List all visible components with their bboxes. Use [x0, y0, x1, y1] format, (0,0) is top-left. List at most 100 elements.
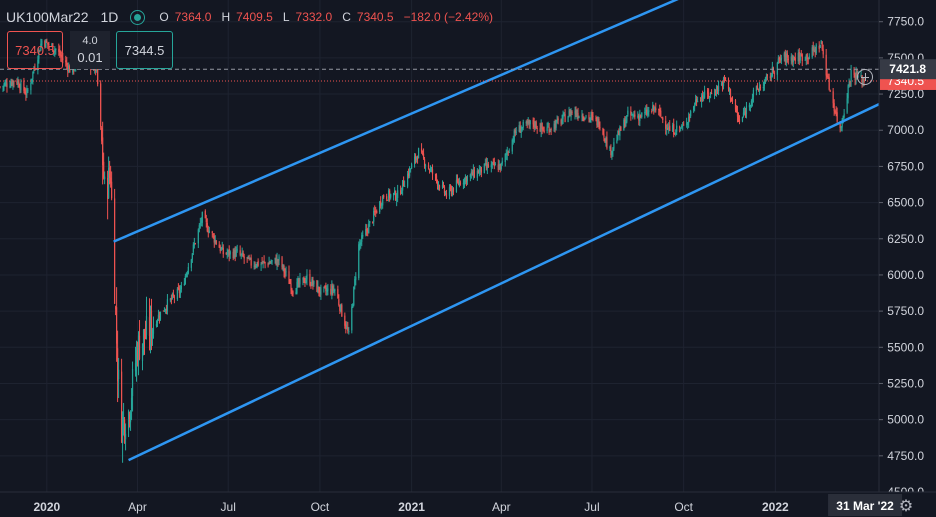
candle-body-476 [665, 121, 667, 129]
candle-body-594 [828, 77, 830, 90]
candle-body-94 [130, 397, 133, 410]
candle-body-518 [722, 78, 725, 87]
candle-body-151 [211, 231, 213, 233]
x-tick-label-8: 2022 [762, 500, 789, 514]
candle-body-41 [58, 48, 60, 52]
candle-body-565 [787, 58, 789, 60]
candle-body-77 [108, 167, 110, 198]
candle-body-71 [100, 83, 102, 127]
candle-body-551 [769, 76, 771, 79]
candle-body-299 [416, 158, 419, 160]
candle-body-234 [326, 289, 328, 292]
candle-body-488 [681, 126, 683, 128]
candle-body-577 [805, 54, 807, 60]
gear-icon[interactable]: ⚙ [898, 498, 914, 515]
candle-body-231 [323, 286, 325, 288]
candle-body-216 [302, 277, 304, 280]
crosshair-plus-icon[interactable] [857, 69, 873, 85]
candle-body-472 [659, 109, 661, 112]
candle-body-83 [116, 307, 118, 344]
spread-bottom[interactable]: 0.01 [77, 50, 103, 65]
candle-body-147 [205, 218, 207, 223]
candle-body-552 [770, 75, 772, 78]
candle-body-27 [38, 49, 40, 59]
candle-body-514 [716, 86, 719, 91]
candle-body-317 [442, 184, 445, 186]
candle-body-581 [811, 47, 813, 58]
candle-body-136 [190, 259, 192, 268]
symbol-name[interactable]: UK100Mar22 [6, 9, 89, 25]
candle-body-308 [429, 168, 432, 171]
candle-body-573 [799, 54, 801, 61]
price-axis-ticks: 4500.04750.05000.05250.05500.05750.06000… [879, 15, 924, 499]
candle-body-225 [313, 280, 315, 285]
x-tick-label-0: 2020 [33, 500, 60, 514]
candle-body-320 [445, 193, 448, 197]
candle-body-379 [528, 120, 530, 124]
candle-body-0 [0, 86, 1, 88]
candle-body-396 [553, 123, 555, 131]
candle-body-165 [229, 251, 231, 255]
candle-body-602 [840, 126, 842, 128]
candle-body-185 [257, 260, 259, 266]
trend-channel[interactable] [113, 0, 880, 462]
candle-body-232 [324, 286, 326, 288]
candle-body-545 [759, 86, 762, 88]
candle-body-79 [110, 177, 112, 184]
candle-body-401 [560, 119, 562, 124]
candle-body-608 [848, 82, 850, 86]
candle-body-609 [849, 82, 851, 84]
candle-body-181 [253, 265, 255, 267]
candle-body-525 [731, 99, 734, 102]
candle-body-349 [486, 163, 488, 169]
candle-body-294 [409, 168, 412, 170]
candle-body-410 [571, 112, 573, 114]
candle-body-261 [365, 229, 367, 235]
buy-button[interactable]: 7344.5 [116, 31, 173, 69]
candle-body-138 [192, 244, 194, 253]
candle-body-385 [536, 128, 538, 130]
candle-body-153 [213, 235, 215, 243]
candle-body-81 [114, 198, 116, 304]
candle-body-598 [834, 111, 836, 113]
candle-body-82 [115, 307, 117, 309]
candle-body-572 [798, 52, 800, 62]
time-axis[interactable] [0, 492, 936, 517]
candle-body-522 [728, 89, 731, 91]
candle-body-143 [199, 223, 201, 225]
candle-body-589 [821, 41, 823, 49]
candle-body-502 [701, 96, 703, 102]
candle-body-88 [122, 417, 125, 421]
candle-body-406 [567, 116, 569, 123]
time-axis-ticks: 2020 Apr Jul Oct 2021 Apr Jul Oct 2022 [33, 500, 789, 514]
channel-lower-line [128, 103, 880, 462]
candle-body-289 [403, 180, 405, 187]
candle-body-334 [465, 176, 468, 183]
interval-label[interactable]: 1D [100, 9, 119, 25]
candle-body-387 [540, 123, 542, 132]
candle-body-496 [693, 106, 695, 110]
candle-body-162 [226, 253, 228, 255]
candle-body-26 [37, 59, 39, 71]
candle-body-576 [804, 59, 806, 61]
candle-body-157 [219, 246, 221, 252]
candle-body-492 [687, 122, 689, 125]
candle-body-503 [702, 95, 704, 98]
candle-body-36 [51, 44, 53, 46]
candle-body-21 [30, 82, 32, 91]
candle-body-96 [134, 363, 137, 372]
candle-body-154 [214, 239, 216, 243]
candle-body-8 [11, 81, 13, 85]
candle-body-270 [376, 210, 378, 214]
candle-body-550 [766, 74, 768, 76]
candle-body-439 [612, 147, 614, 152]
candle-body-414 [577, 112, 579, 118]
candle-body-480 [669, 125, 671, 131]
candle-body-546 [762, 86, 764, 88]
candle-body-211 [295, 292, 297, 295]
candle-body-219 [305, 280, 307, 282]
candle-body-325 [452, 187, 455, 192]
candle-body-197 [275, 258, 277, 265]
sell-button[interactable]: 7340.5 [7, 31, 63, 69]
